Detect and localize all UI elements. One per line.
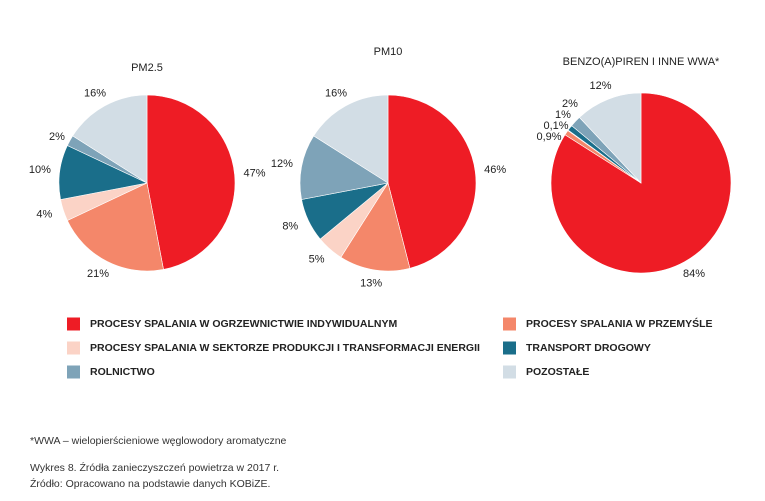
legend-swatch [503,365,516,379]
legend-swatch [503,341,516,355]
caption: Wykres 8. Źródła zanieczyszczeń powietrz… [30,461,279,474]
data-label: 10% [29,164,51,176]
legend-label: PROCESY SPALANIA W OGRZEWNICTWIE INDYWID… [90,318,397,330]
data-label: 2% [49,131,65,143]
pie-slice [387,94,477,269]
caption: Źródło: Opracowano na podstawie danych K… [30,477,270,490]
data-label: 12% [271,158,293,170]
data-label: 1% [555,109,571,121]
legend-label: TRANSPORT DROGOWY [526,342,651,354]
legend-swatch [67,341,80,355]
data-label: 16% [325,88,347,100]
data-label: 84% [683,268,705,280]
data-label: 8% [282,220,298,232]
legend-label: PROCESY SPALANIA W PRZEMYŚLE [526,317,713,330]
data-label: 2% [562,98,578,110]
pie-slice [313,94,389,184]
data-label: 13% [360,278,382,290]
pie-slice [299,135,389,200]
legend-label: POZOSTAŁE [526,366,589,378]
legend-label: PROCESY SPALANIA W SEKTORZE PRODUKCJI I … [90,342,480,354]
data-label: 47% [244,167,266,179]
pie-slice [146,94,236,270]
pie-slice [578,92,642,184]
data-label: 5% [309,253,325,265]
data-label: 46% [484,164,506,176]
data-label: 16% [84,88,106,100]
pie-slice [340,182,411,272]
legend-swatch [67,365,80,379]
data-label: 21% [87,268,109,280]
legend-swatch [67,317,80,331]
legend-swatch [503,317,516,331]
pie-slice [72,94,148,184]
pie-slice [66,182,164,272]
chart-title: BENZO(A)PIREN I INNE WWA* [563,56,720,68]
data-label: 4% [36,208,52,220]
data-label: 12% [589,80,611,92]
footnote: *WWA – wielopierścieniowe węglowodory ar… [30,435,287,447]
data-label: 0,9% [536,131,561,143]
legend-label: ROLNICTWO [90,366,155,378]
chart-title: PM10 [374,46,403,58]
data-label: 0,1% [543,120,568,132]
chart-title: PM2.5 [131,62,163,74]
